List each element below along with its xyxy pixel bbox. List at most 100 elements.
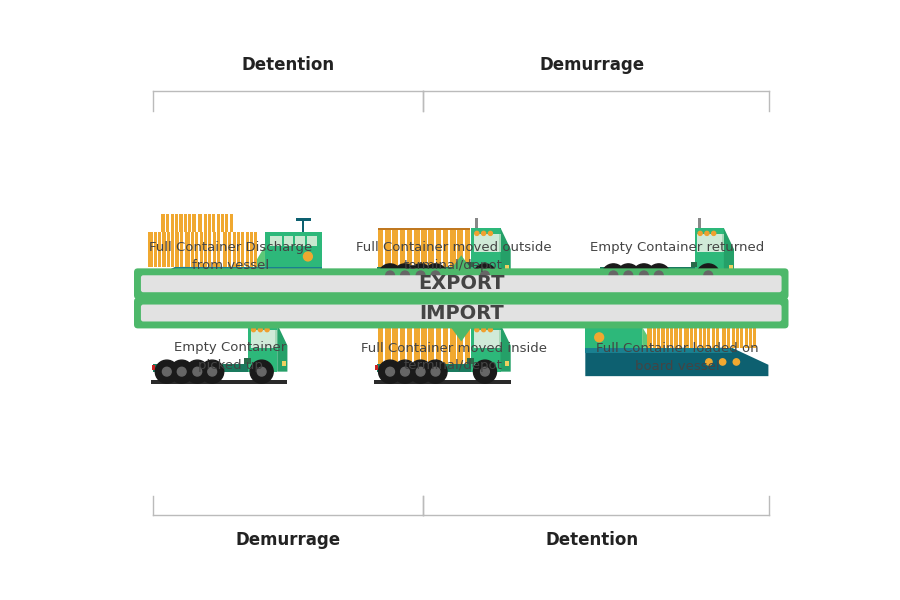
- Polygon shape: [252, 246, 265, 267]
- Bar: [152, 365, 155, 370]
- Bar: [752, 330, 753, 348]
- Circle shape: [482, 328, 486, 332]
- Bar: [302, 218, 304, 232]
- Circle shape: [734, 359, 740, 365]
- Bar: [602, 317, 604, 327]
- Bar: [398, 324, 400, 364]
- Bar: [244, 358, 251, 364]
- Bar: [715, 313, 716, 330]
- Polygon shape: [499, 233, 500, 251]
- Bar: [240, 232, 241, 249]
- Circle shape: [386, 367, 394, 376]
- Bar: [227, 232, 229, 249]
- Polygon shape: [722, 233, 724, 251]
- Bar: [207, 249, 209, 267]
- Bar: [739, 330, 741, 348]
- Bar: [198, 249, 200, 267]
- Bar: [681, 295, 683, 313]
- Circle shape: [424, 360, 447, 383]
- Circle shape: [424, 264, 447, 287]
- Bar: [710, 295, 711, 313]
- Bar: [194, 232, 195, 249]
- Bar: [734, 330, 736, 348]
- Bar: [669, 330, 670, 348]
- Polygon shape: [449, 255, 473, 272]
- Bar: [207, 232, 209, 249]
- Circle shape: [473, 264, 497, 287]
- Circle shape: [258, 328, 262, 332]
- Bar: [467, 262, 474, 267]
- Bar: [427, 228, 428, 267]
- Bar: [472, 324, 500, 371]
- Circle shape: [475, 328, 479, 332]
- Polygon shape: [499, 330, 500, 348]
- Circle shape: [697, 264, 720, 287]
- Bar: [231, 232, 232, 249]
- Bar: [729, 265, 733, 270]
- Bar: [150, 380, 287, 384]
- Text: Full Container moved inside
terminal/depot: Full Container moved inside terminal/dep…: [361, 341, 546, 373]
- Bar: [656, 313, 657, 330]
- Bar: [706, 313, 707, 330]
- Bar: [748, 313, 749, 330]
- Text: Empty Container returned: Empty Container returned: [590, 241, 764, 254]
- Circle shape: [647, 264, 670, 287]
- Bar: [743, 330, 744, 348]
- Bar: [695, 228, 724, 275]
- Bar: [293, 236, 295, 246]
- Bar: [405, 228, 407, 267]
- Bar: [727, 295, 729, 313]
- Circle shape: [431, 367, 440, 376]
- Bar: [245, 232, 246, 249]
- Bar: [731, 313, 732, 330]
- Bar: [178, 249, 180, 267]
- Bar: [175, 232, 176, 249]
- Bar: [229, 214, 230, 232]
- Polygon shape: [500, 228, 510, 275]
- Circle shape: [473, 360, 497, 383]
- FancyBboxPatch shape: [141, 305, 781, 322]
- Text: Full Container loaded on
board vessel: Full Container loaded on board vessel: [596, 341, 758, 373]
- Bar: [178, 214, 179, 232]
- Bar: [598, 269, 601, 274]
- Circle shape: [624, 271, 633, 280]
- Bar: [702, 330, 703, 348]
- Bar: [475, 218, 478, 228]
- Bar: [378, 324, 470, 326]
- Text: Full Container moved outside
terminal/depot: Full Container moved outside terminal/de…: [356, 241, 552, 272]
- Bar: [169, 214, 171, 232]
- Circle shape: [156, 360, 178, 383]
- Bar: [190, 249, 191, 267]
- Circle shape: [393, 360, 417, 383]
- Bar: [505, 265, 509, 270]
- Bar: [378, 228, 470, 267]
- Bar: [710, 313, 712, 330]
- Polygon shape: [275, 330, 277, 348]
- Circle shape: [393, 264, 417, 287]
- Circle shape: [719, 359, 725, 365]
- Bar: [441, 228, 443, 267]
- Bar: [722, 313, 756, 330]
- Bar: [375, 365, 378, 370]
- Bar: [434, 324, 436, 364]
- Circle shape: [379, 264, 401, 287]
- Bar: [673, 330, 674, 348]
- Bar: [198, 232, 200, 249]
- Bar: [686, 295, 687, 313]
- Bar: [701, 295, 703, 313]
- Circle shape: [379, 360, 401, 383]
- Circle shape: [416, 367, 425, 376]
- Circle shape: [416, 271, 425, 280]
- Bar: [474, 330, 499, 348]
- Bar: [412, 324, 414, 364]
- Bar: [383, 228, 385, 267]
- Bar: [374, 284, 510, 287]
- Bar: [220, 214, 221, 232]
- Bar: [752, 313, 753, 330]
- Bar: [375, 269, 378, 274]
- Bar: [236, 249, 237, 267]
- Bar: [698, 233, 722, 251]
- Circle shape: [482, 232, 486, 235]
- Bar: [265, 232, 322, 267]
- Bar: [282, 236, 284, 246]
